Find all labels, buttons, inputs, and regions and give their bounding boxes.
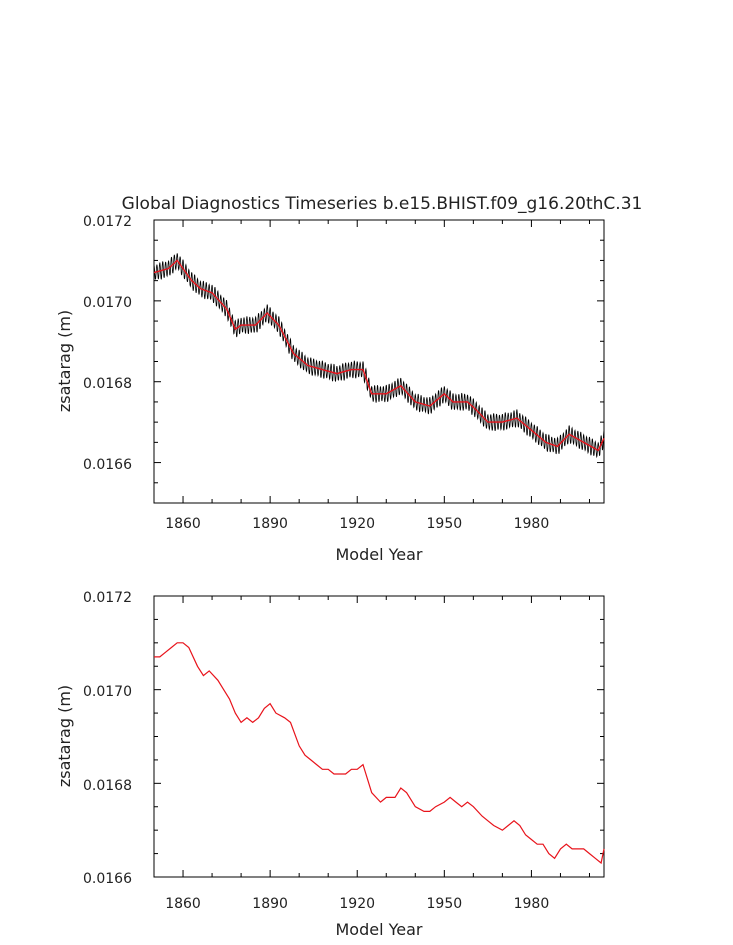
bottom-xtick-label: 1890 xyxy=(252,896,288,912)
top-x-tick-labels: 1860 1890 1920 1950 1980 xyxy=(165,516,549,532)
top-ytick-label: 0.0168 xyxy=(83,376,132,392)
top-axis-ticks xyxy=(153,219,604,504)
bottom-x-axis-label: Model Year xyxy=(336,920,423,939)
top-monthly-series-line xyxy=(153,253,605,459)
top-annual-series-line xyxy=(153,259,605,452)
top-xtick-label: 1920 xyxy=(339,516,375,532)
top-xtick-label: 1860 xyxy=(165,516,201,532)
top-ytick-label: 0.0166 xyxy=(83,457,132,473)
top-xtick-label: 1980 xyxy=(514,516,550,532)
top-x-axis-label: Model Year xyxy=(336,545,423,564)
bottom-xtick-label: 1920 xyxy=(339,896,375,912)
bottom-xtick-label: 1980 xyxy=(514,896,550,912)
bottom-xtick-label: 1860 xyxy=(165,896,201,912)
bottom-y-tick-labels: 0.0166 0.0168 0.0170 0.0172 xyxy=(83,590,132,887)
bottom-xtick-label: 1950 xyxy=(427,896,463,912)
bottom-x-tick-labels: 1860 1890 1920 1950 1980 xyxy=(165,896,549,912)
top-y-tick-labels: 0.0166 0.0168 0.0170 0.0172 xyxy=(83,214,132,473)
chart-title: Global Diagnostics Timeseries b.e15.BHIS… xyxy=(122,194,643,214)
top-xtick-label: 1950 xyxy=(427,516,463,532)
bottom-panel: 0.0166 0.0168 0.0170 0.0172 1860 1890 19… xyxy=(55,590,605,939)
bottom-annual-series-line xyxy=(154,642,605,865)
top-ytick-label: 0.0170 xyxy=(83,295,132,311)
bottom-ytick-label: 0.0172 xyxy=(83,590,132,606)
bottom-ytick-label: 0.0166 xyxy=(83,871,132,887)
bottom-axis-ticks xyxy=(153,595,604,878)
bottom-ytick-label: 0.0170 xyxy=(83,684,132,700)
bottom-y-axis-label: zsatarag (m) xyxy=(55,685,74,787)
top-panel: 0.0166 0.0168 0.0170 0.0172 1860 1890 19… xyxy=(55,214,605,564)
top-ytick-label: 0.0172 xyxy=(83,214,132,230)
bottom-ytick-label: 0.0168 xyxy=(83,778,132,794)
top-y-axis-label: zsatarag (m) xyxy=(55,310,74,412)
top-plot-frame xyxy=(153,219,605,504)
top-xtick-label: 1890 xyxy=(252,516,288,532)
bottom-plot-frame xyxy=(153,595,605,878)
